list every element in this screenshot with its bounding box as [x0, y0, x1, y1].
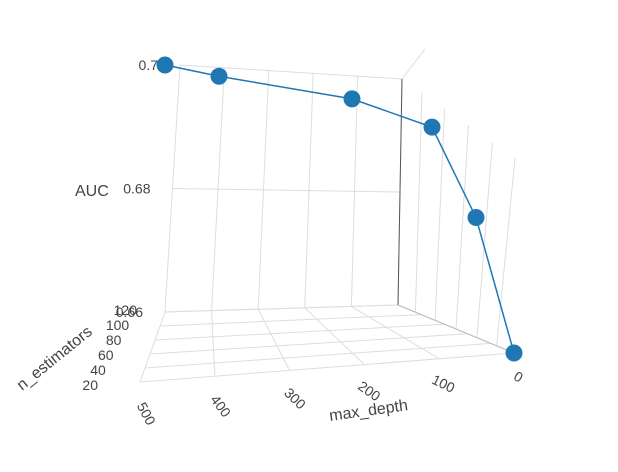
floor-grid-line-y [149, 333, 468, 355]
side-wall-grid-line [401, 48, 426, 80]
z-tick-label: 0.66 [116, 304, 143, 320]
x-tick-label: 400 [207, 392, 234, 420]
series-auc [156, 56, 523, 362]
side-wall-grid-line [496, 158, 516, 346]
data-point [156, 56, 174, 74]
z-grid-line [179, 64, 403, 80]
floor-grid-line-x [351, 305, 440, 360]
floor-grid-line-y [139, 352, 515, 383]
floor-edge-line [397, 304, 515, 354]
floor-grid-line-y [154, 323, 445, 341]
side-wall-grid-line [476, 142, 493, 338]
y-tick-label: 60 [98, 347, 114, 363]
floor-grid-line-y [159, 314, 422, 327]
floor-grid-line-x [304, 307, 365, 365]
y-tick-label: 20 [82, 377, 98, 393]
x-tick-label: 500 [134, 400, 159, 428]
z-grid-line [172, 188, 401, 193]
data-point [467, 208, 485, 226]
x-tick-label: 300 [281, 385, 309, 413]
grid-lines [139, 48, 516, 383]
y-tick-label: 100 [106, 317, 130, 333]
x-tick-label: 0 [511, 368, 526, 386]
floor-grid-line-x [211, 310, 216, 377]
y-tick-label: 80 [106, 332, 122, 348]
y-tick-label: 40 [90, 362, 106, 378]
z-tick-label: 0.68 [123, 181, 150, 197]
data-point [505, 344, 523, 362]
x-axis-title: max_depth [328, 397, 409, 425]
data-point [343, 90, 361, 108]
y-tick-label: 120 [114, 302, 138, 318]
x-tick-label: 100 [429, 371, 457, 396]
data-point [210, 67, 228, 85]
floor-grid-line-x [257, 308, 291, 371]
floor-grid-line-x [139, 311, 166, 383]
series-line [164, 64, 515, 354]
floor-grid-line-y [144, 342, 491, 369]
z-tick-label: 0.7 [139, 57, 159, 73]
z-axis-title: AUC [75, 183, 109, 200]
side-wall-grid-line [455, 125, 469, 330]
side-wall-grid-line [434, 108, 446, 321]
data-point [423, 118, 441, 136]
side-wall-grid-line [414, 92, 423, 313]
z-grid-line [164, 304, 399, 313]
